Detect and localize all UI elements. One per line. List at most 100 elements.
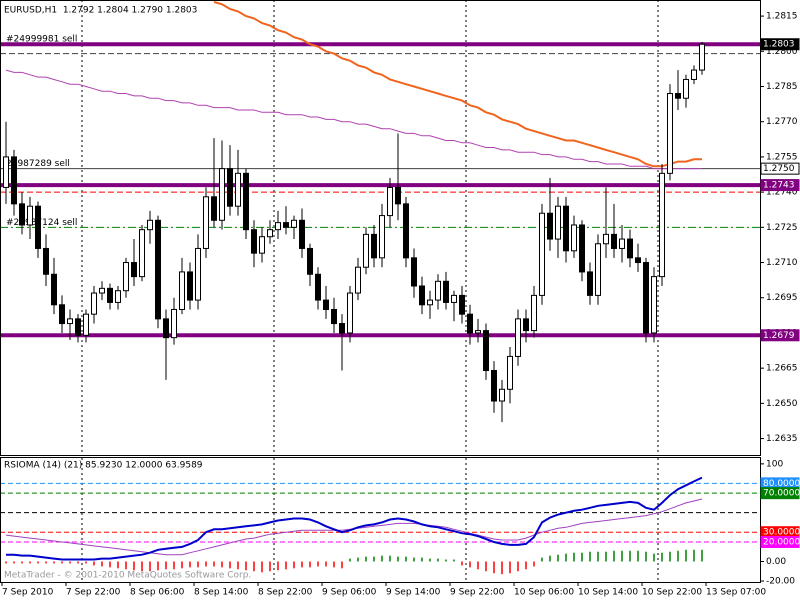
candle-body — [307, 247, 313, 275]
candle-body — [619, 238, 625, 249]
histogram-bar — [293, 561, 295, 569]
chart-title: EURUSD,H1 1.2792 1.2804 1.2790 1.2803 — [4, 6, 197, 16]
histogram-bar — [13, 561, 15, 564]
candle-body — [643, 262, 649, 334]
candle-body — [443, 280, 449, 303]
histogram-bar — [597, 551, 599, 562]
candle-body — [11, 156, 17, 205]
histogram-bar — [365, 556, 367, 562]
candle-body — [283, 222, 289, 228]
candle-body — [523, 318, 529, 332]
candle-body — [275, 222, 281, 231]
histogram-bar — [101, 561, 103, 567]
candle-body — [675, 93, 681, 99]
histogram-bar — [21, 561, 23, 564]
histogram-bar — [373, 556, 375, 562]
candle-body — [699, 43, 705, 71]
histogram-bar — [397, 556, 399, 562]
histogram-bar — [453, 559, 455, 562]
candle-body — [323, 299, 329, 310]
histogram-bar — [301, 561, 303, 568]
histogram-bar — [285, 561, 287, 570]
candle-body — [627, 238, 633, 259]
candle-body — [531, 294, 537, 332]
candle-body — [435, 280, 441, 301]
histogram-bar — [173, 561, 175, 570]
x-tick-label: 7 Sep 2010 — [2, 588, 54, 598]
histogram-bar — [413, 557, 415, 562]
price-box-label: 1.2679 — [763, 331, 795, 341]
candle-body — [243, 172, 249, 231]
histogram-bar — [93, 561, 95, 566]
candle-body — [347, 292, 353, 334]
candle-body — [51, 273, 57, 306]
x-tick-label: 13 Sep 07:00 — [706, 588, 766, 598]
candle-body — [579, 224, 585, 273]
moving-average — [213, 1, 702, 168]
histogram-bar — [349, 558, 351, 562]
y-tick-label: 1.2650 — [766, 399, 798, 409]
candle-body — [235, 172, 241, 207]
price-box — [760, 329, 800, 342]
histogram-bar — [501, 561, 503, 575]
y-tick-label: 1.2785 — [766, 82, 798, 92]
histogram-bar — [205, 561, 207, 567]
candle-body — [259, 236, 265, 254]
candle-body — [67, 318, 73, 325]
candle-body — [691, 69, 697, 80]
histogram-bar — [317, 561, 319, 567]
price-box-label: 1.2803 — [763, 40, 795, 50]
histogram-bar — [405, 556, 407, 562]
candle-body — [291, 219, 297, 228]
candle-body — [315, 273, 321, 301]
candle-body — [203, 196, 209, 249]
candle-body — [339, 323, 345, 334]
histogram-bar — [629, 550, 631, 562]
price-box-label: 30.0000 — [763, 528, 800, 538]
histogram-bar — [333, 561, 335, 568]
price-box-label: 1.2750 — [763, 164, 795, 174]
histogram-bar — [85, 561, 87, 564]
x-tick-label: 9 Sep 22:00 — [450, 588, 505, 598]
histogram-bar — [269, 561, 271, 572]
candle-body — [147, 219, 153, 231]
candle-body — [123, 262, 129, 292]
histogram-bar — [141, 561, 143, 572]
histogram-bar — [541, 557, 543, 562]
y-tick-label: 1.2770 — [766, 117, 798, 127]
candle-body — [467, 313, 473, 334]
histogram-bar — [533, 561, 535, 567]
histogram-bar — [341, 561, 343, 569]
x-tick-label: 10 Sep 06:00 — [514, 588, 574, 598]
candle-body — [395, 186, 401, 205]
histogram-bar — [125, 561, 127, 570]
candle-body — [499, 388, 505, 402]
y-tick-label: 1.2800 — [766, 47, 798, 57]
histogram-bar — [45, 561, 47, 564]
indicator-title: RSIOMA (14) (21) 85.9230 12.0000 63.9589 — [4, 461, 203, 471]
candle-body — [683, 78, 689, 99]
candle-body — [411, 257, 417, 287]
y-tick-label: 1.2725 — [766, 223, 798, 233]
histogram-bar — [357, 557, 359, 562]
candle-body — [667, 93, 673, 174]
candle-body — [35, 205, 41, 249]
indicator-frame — [0, 457, 761, 583]
main-plot: #24999981 sell 24987289 sell #24987124 sel… — [1, 1, 760, 455]
candle-body — [379, 215, 385, 259]
histogram-bar — [381, 555, 383, 562]
histogram-bar — [221, 561, 223, 568]
histogram-bar — [245, 561, 247, 571]
candle-body — [299, 219, 305, 249]
candle-body — [515, 318, 521, 357]
candle-body — [547, 212, 553, 240]
price-box — [760, 162, 800, 175]
histogram-bar — [581, 552, 583, 562]
histogram-bar — [181, 561, 183, 569]
histogram-bar — [149, 561, 151, 572]
y-tick-label: -20.00 — [766, 577, 795, 587]
histogram-bar — [109, 561, 111, 568]
histogram-bar — [677, 550, 679, 562]
histogram-bar — [653, 553, 655, 562]
